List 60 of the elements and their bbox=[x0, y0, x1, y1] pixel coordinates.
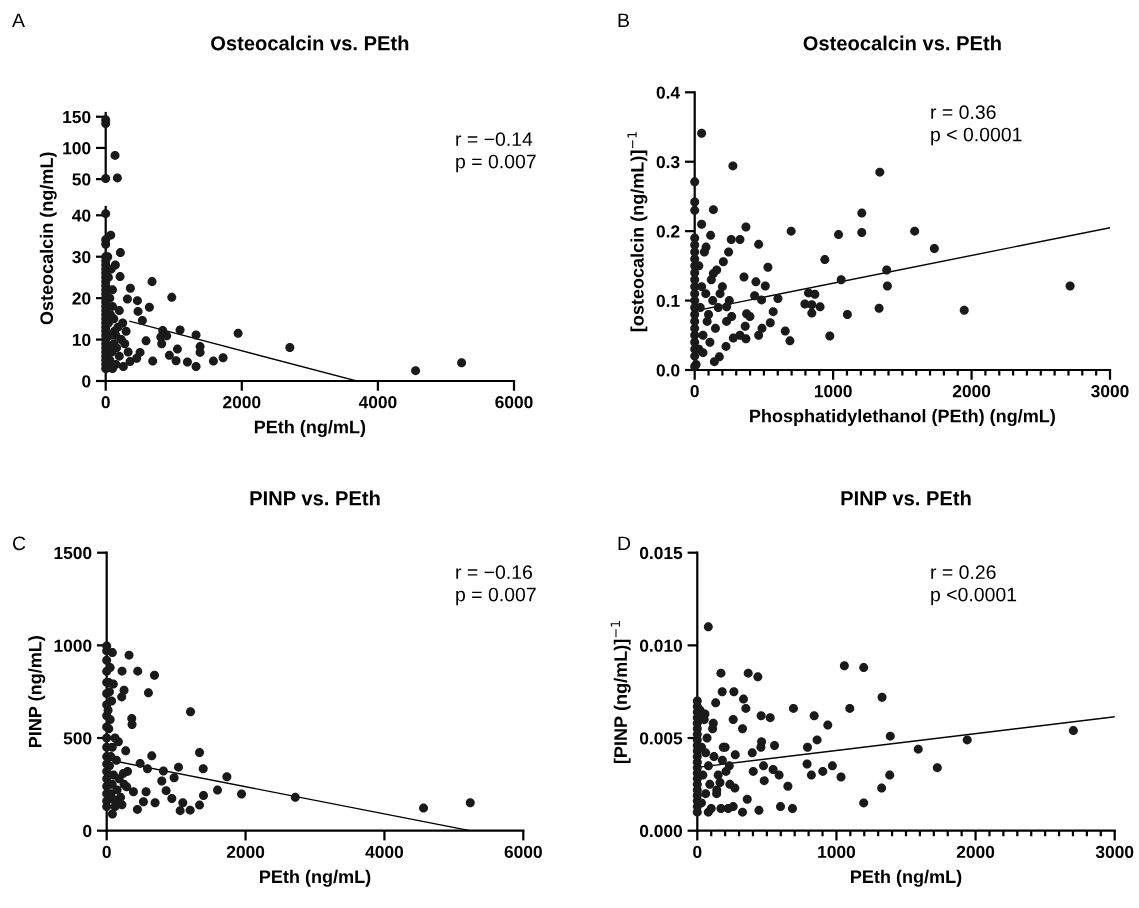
text: B bbox=[618, 13, 629, 28]
x-tick-label: 0 bbox=[102, 845, 111, 859]
annotation: r = −0.14 p = 0.007 bbox=[456, 132, 536, 173]
y-tick-label: 50 bbox=[72, 173, 91, 186]
y-tick-label: 0.000 bbox=[639, 824, 683, 838]
annotation: r = −0.16 p = 0.007 bbox=[456, 565, 536, 606]
text: D bbox=[618, 536, 631, 551]
y-tick-label: 30 bbox=[72, 250, 91, 264]
y-tick-label: 500 bbox=[63, 732, 92, 745]
y-tick-label: 100 bbox=[63, 142, 91, 155]
x-tick-label: 1000 bbox=[814, 385, 852, 398]
chart-title: PINP vs. PEth bbox=[250, 490, 380, 506]
y-axis-title: [osteocalcin (ng/mL)]$^{−1}$ bbox=[627, 131, 648, 332]
x-tick-label: 2000 bbox=[226, 845, 265, 859]
y-tick-label: 1500 bbox=[54, 546, 92, 560]
y-tick-label: 0.1 bbox=[656, 294, 680, 308]
x-tick-label: 6000 bbox=[504, 845, 542, 859]
point bbox=[110, 150, 120, 160]
text: C bbox=[12, 536, 26, 551]
x-tick-label: 4000 bbox=[365, 845, 404, 859]
point bbox=[101, 174, 111, 183]
y-tick-label: 0.010 bbox=[639, 639, 683, 652]
x-axis-title: PEth (ng/mL) bbox=[254, 420, 366, 438]
annotation: r = 0.26 p <0.0001 bbox=[931, 565, 1017, 606]
y-tick-label: 0.3 bbox=[656, 155, 680, 169]
y-axis-title: [PINP (ng/mL)]$^{−1}$ bbox=[610, 621, 631, 764]
y-tick-label: 20 bbox=[72, 292, 91, 305]
y-tick-label: 1000 bbox=[54, 639, 92, 652]
chart-title: Osteocalcin vs. PEth bbox=[211, 35, 409, 51]
y-tick-label: 10 bbox=[72, 333, 91, 347]
y-tick-label: 0.015 bbox=[639, 546, 683, 560]
text: A bbox=[12, 13, 25, 28]
x-tick-label: 6000 bbox=[495, 396, 533, 409]
y-axis-title: PINP (ng/mL) bbox=[28, 636, 46, 747]
y-tick-label: 0.005 bbox=[639, 732, 683, 745]
annotation: r = 0.36 p < 0.0001 bbox=[931, 105, 1022, 146]
x-tick-label: 0 bbox=[101, 396, 110, 409]
y-tick-label: 0.0 bbox=[656, 364, 680, 377]
x-tick-label: 0 bbox=[693, 845, 702, 859]
x-axis-title: Phosphatidylethanol (PEth) (ng/mL) bbox=[750, 409, 1055, 427]
chart-title: Osteocalcin vs. PEth bbox=[803, 35, 1001, 51]
x-tick-label: 2000 bbox=[952, 385, 991, 398]
y-tick-label: 0 bbox=[82, 375, 91, 388]
y-tick-label: 0.4 bbox=[656, 86, 681, 99]
y-tick-label: 0.2 bbox=[656, 225, 680, 238]
chart-title: PINP vs. PEth bbox=[841, 490, 971, 506]
x-tick-label: 3000 bbox=[1091, 385, 1129, 398]
x-tick-label: 0 bbox=[690, 385, 699, 398]
x-axis-title: PEth (ng/mL) bbox=[260, 869, 371, 887]
y-tick-label: 150 bbox=[63, 110, 91, 124]
point bbox=[112, 173, 122, 183]
y-axis-title: Osteocalcin (ng/mL) bbox=[39, 152, 57, 325]
x-tick-label: 3000 bbox=[1095, 845, 1134, 859]
x-axis-title: PEth (ng/mL) bbox=[851, 869, 962, 887]
x-tick-label: 1000 bbox=[818, 845, 856, 859]
x-tick-label: 2000 bbox=[956, 845, 995, 859]
y-tick-label: 40 bbox=[72, 209, 91, 222]
y-tick-label: 0 bbox=[83, 824, 92, 838]
x-tick-label: 4000 bbox=[358, 396, 397, 409]
x-tick-label: 2000 bbox=[223, 396, 261, 409]
